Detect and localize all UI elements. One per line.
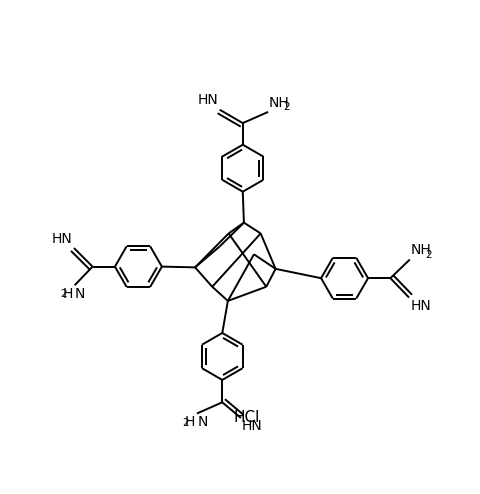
- Text: NH: NH: [268, 96, 289, 110]
- Text: HN: HN: [51, 232, 72, 246]
- Text: NH: NH: [410, 244, 431, 257]
- Text: HN: HN: [197, 93, 218, 107]
- Text: H: H: [185, 415, 195, 429]
- Text: 2: 2: [282, 102, 289, 112]
- Text: N: N: [197, 415, 207, 429]
- Text: HN: HN: [241, 419, 262, 433]
- Text: 2: 2: [60, 289, 66, 299]
- Text: HN: HN: [409, 299, 430, 313]
- Text: 2: 2: [182, 417, 188, 428]
- Text: H: H: [63, 287, 73, 301]
- Text: HCl: HCl: [233, 411, 259, 425]
- Text: 2: 2: [424, 249, 431, 259]
- Text: N: N: [75, 287, 85, 301]
